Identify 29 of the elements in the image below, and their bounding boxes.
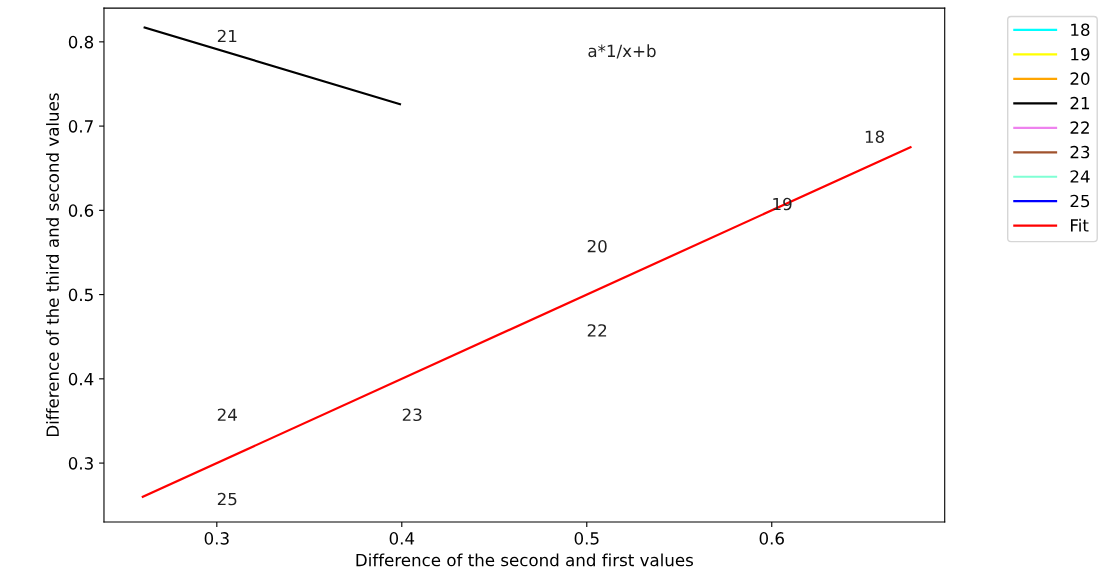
legend-label: 20 [1070,72,1090,85]
x-tick-label: 0.6 [759,532,784,545]
y-axis-title: Difference of the third and second values [46,93,59,437]
legend-label: 18 [1071,23,1090,37]
y-tick-label: 0.3 [68,457,93,470]
x-axis-title: Difference of the second and first values [356,553,693,567]
legend-label: 21 [1070,96,1090,110]
y-tick-label: 0.6 [68,204,94,217]
legend-label: 19 [1071,47,1090,61]
y-tick-label: 0.5 [68,288,93,302]
annotation: 23 [402,408,422,422]
legend-label: 25 [1070,194,1090,208]
annotation: 20 [587,239,607,253]
annotation: 25 [217,492,237,506]
legend-label: 24 [1070,170,1090,183]
annotation: 22 [587,324,607,337]
annotation: 24 [217,408,237,421]
y-tick-label: 0.4 [68,372,94,386]
annotation: 18 [865,130,885,144]
annotation: 21 [217,29,237,43]
annotation: a*1/x+b [588,44,656,59]
legend-label: 22 [1070,121,1089,134]
legend-label: 23 [1070,145,1090,159]
x-tick-label: 0.5 [574,532,599,545]
legend-label: Fit [1070,218,1089,232]
y-tick-label: 0.7 [68,120,93,133]
y-tick-label: 0.8 [68,35,94,49]
x-tick-label: 0.3 [204,532,229,545]
x-tick-label: 0.4 [389,532,415,545]
